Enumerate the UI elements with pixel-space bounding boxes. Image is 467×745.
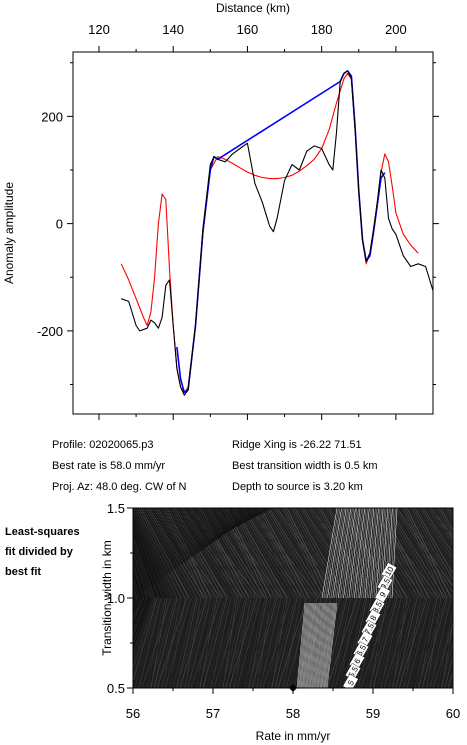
x-tick-label: 56 <box>126 706 140 721</box>
x-tick-label: 160 <box>237 22 259 37</box>
best-rate-label: Best rate is 58.0 mm/yr <box>52 460 165 472</box>
y-tick-labels: -200 0 200 <box>37 109 63 339</box>
svg-text:8: 8 <box>368 613 378 622</box>
y-tick-label: 0.5 <box>107 681 125 696</box>
y-tick-label: -200 <box>37 324 63 339</box>
svg-text:7: 7 <box>360 635 370 644</box>
side-note-line-1: Least-squares <box>5 526 80 538</box>
best-width-label: Best transition width is 0.5 km <box>232 460 378 472</box>
x-axis-title: Distance (km) <box>216 1 290 15</box>
x-tick-labels: 56 57 58 59 60 <box>126 706 460 721</box>
y-axis-title: Transition width in km <box>100 540 114 656</box>
x-tick-label: 60 <box>446 706 460 721</box>
y-tick-label: 1.5 <box>107 501 125 516</box>
misfit-chart: 109.598.587.576.565.55 56 57 58 59 60 0.51.0… <box>100 501 460 743</box>
x-tick-label: 180 <box>311 22 333 37</box>
svg-text:5: 5 <box>346 678 356 687</box>
profile-chart: Distance (km) 120 140 160 180 200 -200 0 200 A… <box>2 1 439 420</box>
x-axis-title: Rate in mm/yr <box>256 729 331 743</box>
y-tick-label: 1.0 <box>107 591 125 606</box>
best-fit-diamond <box>289 684 297 692</box>
ridge-xing-label: Ridge Xing is -26.22 71.51 <box>232 439 362 451</box>
side-note: Least-squares fit divided by best fit <box>5 526 80 578</box>
proj-az-label: Proj. Az: 48.0 deg. CW of N <box>52 481 187 493</box>
plot-frame <box>72 51 434 415</box>
x-tick-label: 120 <box>88 22 110 37</box>
series-group <box>120 70 433 396</box>
profile-label: Profile: 02020065.p3 <box>52 439 154 451</box>
x-tick-label: 59 <box>366 706 380 721</box>
series-line-0 <box>121 70 433 396</box>
x-tick-label: 200 <box>385 22 407 37</box>
svg-text:9: 9 <box>378 590 388 599</box>
side-note-line-3: best fit <box>5 566 41 578</box>
series-line-1 <box>176 70 386 394</box>
info-block: Profile: 02020065.p3 Best rate is 58.0 m… <box>52 439 378 493</box>
tick-marks <box>67 46 439 420</box>
x-tick-labels: 120 140 160 180 200 <box>88 22 407 37</box>
best-fit-marker <box>289 684 297 692</box>
depth-label: Depth to source is 3.20 km <box>232 481 363 493</box>
x-tick-label: 140 <box>162 22 184 37</box>
y-tick-label: 200 <box>41 109 63 124</box>
x-tick-label: 58 <box>286 706 300 721</box>
y-tick-label: 0 <box>56 217 63 232</box>
y-tick-labels: 0.5 1.0 1.5 <box>107 501 125 696</box>
y-axis-title: Anomaly amplitude <box>2 182 16 284</box>
side-note-line-2: fit divided by <box>5 546 74 558</box>
x-tick-label: 57 <box>206 706 220 721</box>
svg-text:6: 6 <box>352 657 362 666</box>
contour-label: 5 <box>342 673 359 688</box>
